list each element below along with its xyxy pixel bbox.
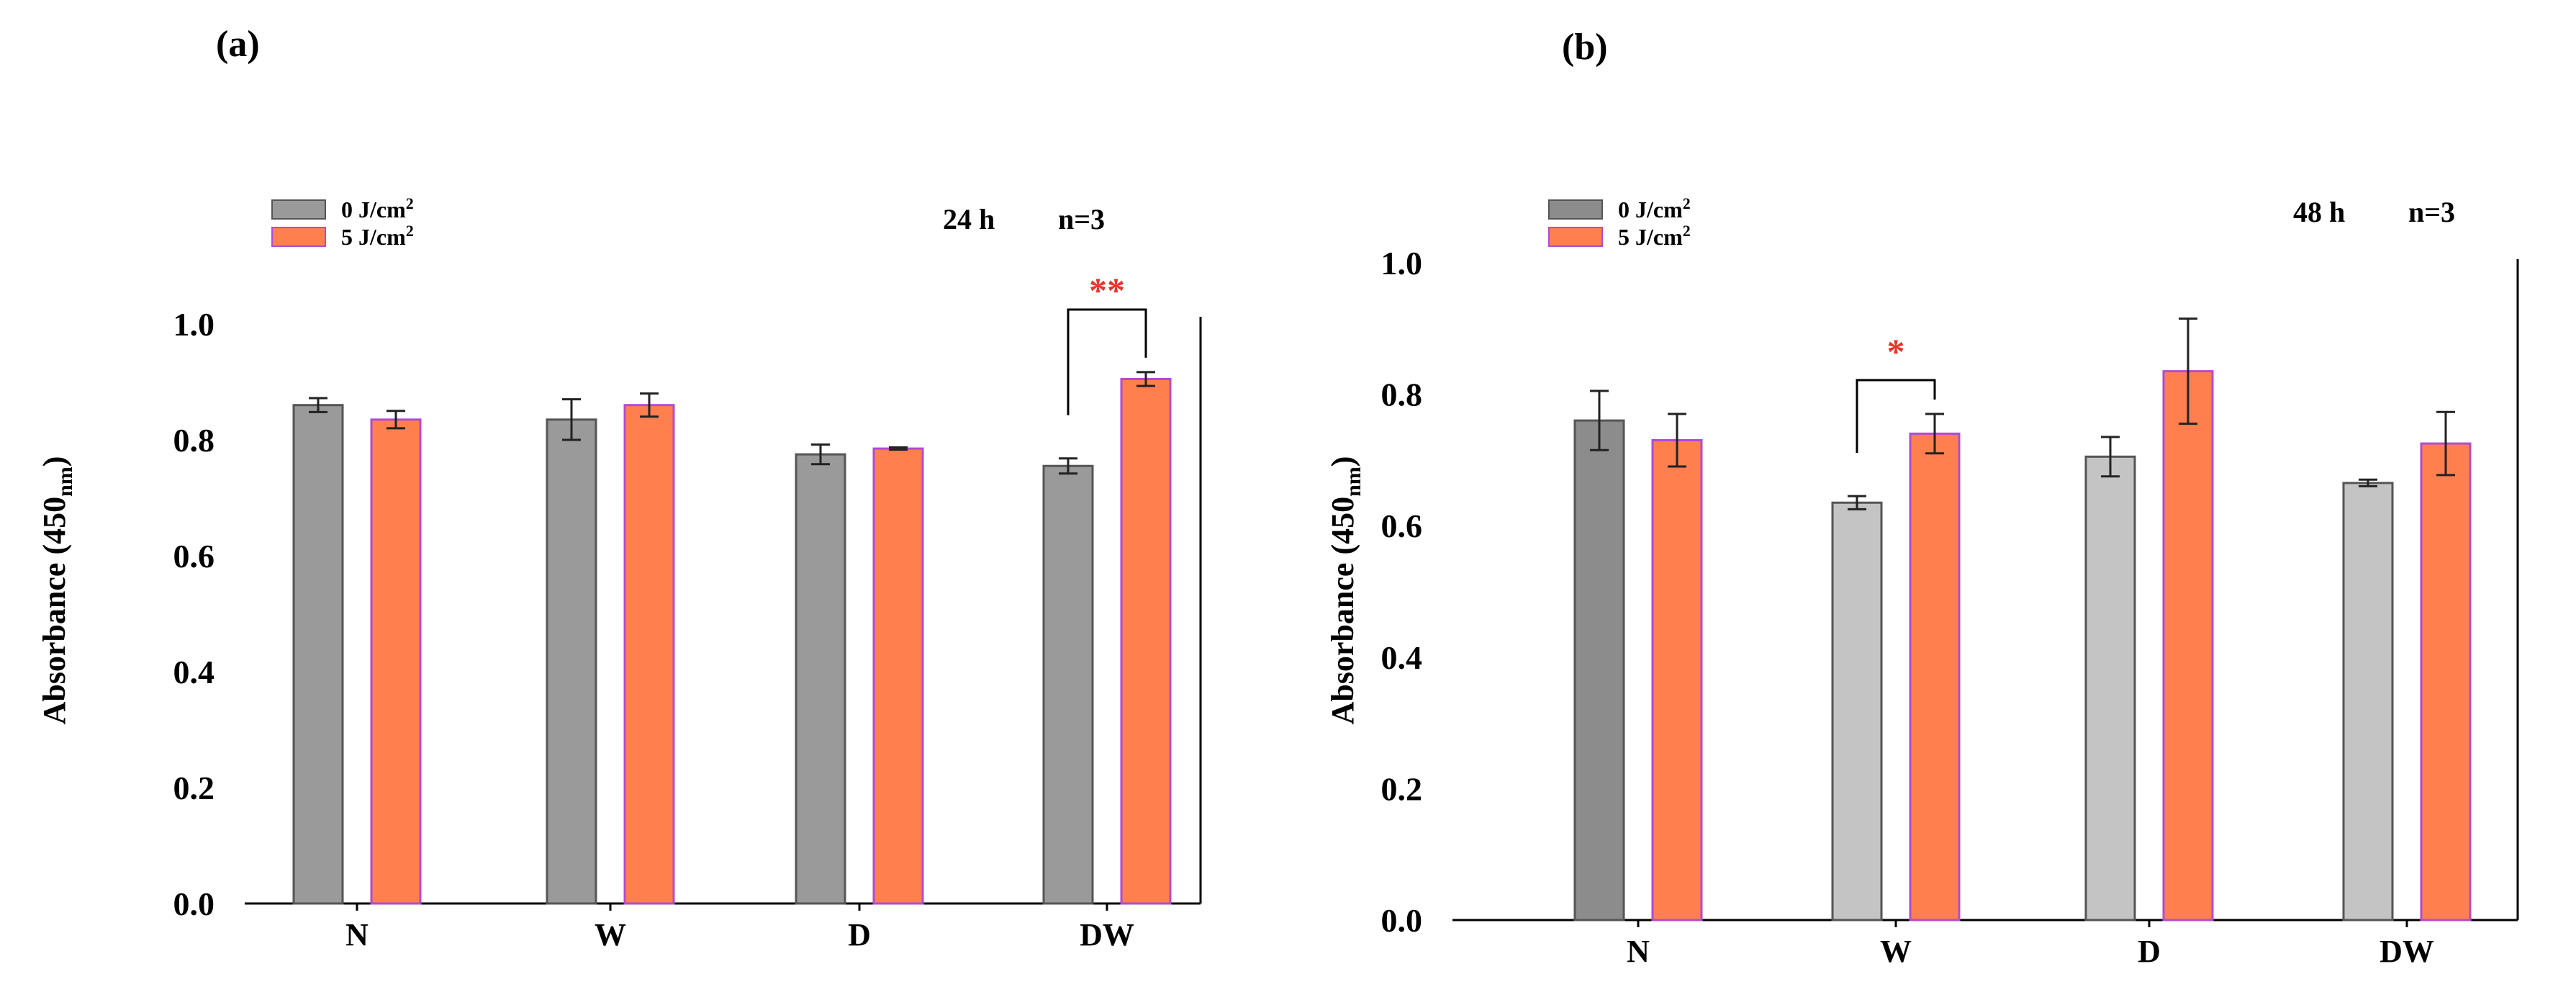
- x-tick-label: DW: [2380, 934, 2434, 969]
- bar-DW-5J: [2420, 442, 2472, 921]
- bar-W-0J: [546, 418, 597, 905]
- legend-label: 5 J/cm2: [341, 222, 414, 250]
- bar-DW-0J: [1042, 464, 1094, 905]
- bar-W-5J: [623, 404, 675, 905]
- y-tick-label: 0.2: [173, 770, 215, 806]
- legend-label: 5 J/cm2: [1618, 222, 1691, 250]
- bar-N-0J: [292, 404, 344, 905]
- bar-W-5J: [1909, 432, 1961, 921]
- bar-D-0J: [2084, 455, 2136, 921]
- bar-N-0J: [1573, 419, 1625, 921]
- panel-label: (a): [216, 24, 260, 65]
- x-tick-label: N: [345, 917, 369, 952]
- x-tick-label: N: [1627, 934, 1650, 969]
- y-axis-label-main: Absorbance (450: [37, 497, 72, 725]
- y-tick-label: 0.4: [1381, 639, 1423, 676]
- legend-label-text: 5 J/cm: [1618, 224, 1683, 250]
- bar-N-5J: [1651, 439, 1703, 921]
- y-axis-label-close: ): [1325, 456, 1360, 467]
- y-axis-label: Absorbance (450nm): [37, 456, 77, 725]
- legend-label-sup: 2: [406, 194, 414, 212]
- panel-label: (b): [1562, 27, 1608, 68]
- legend-swatch: [1548, 227, 1603, 247]
- y-axis-label-sub: nm: [1342, 467, 1365, 497]
- time-annotation: 24 h: [943, 203, 995, 235]
- chart-panel-a: (a) 0.0 0.2 0.4 0.6 0.8 1.0 Absorbance (450nm) N…: [37, 24, 1202, 952]
- legend-swatch: [271, 199, 326, 220]
- legend-swatch: [1548, 199, 1603, 220]
- x-tick-label: D: [848, 917, 871, 952]
- y-axis-label-main: Absorbance (450: [1325, 497, 1360, 725]
- bar-D-5J: [872, 447, 924, 905]
- y-tick-label: 0.4: [173, 654, 215, 690]
- bar-DW-0J: [2342, 482, 2394, 921]
- significance-bracket: [1067, 308, 1147, 415]
- time-annotation: 48 h: [2293, 196, 2345, 228]
- y-axis-label-close: ): [37, 456, 72, 467]
- y-tick-label: 0.6: [1381, 508, 1423, 544]
- n-annotation: n=3: [1058, 203, 1105, 235]
- legend-label-text: 0 J/cm: [341, 197, 406, 222]
- legend-label-sup: 2: [1683, 222, 1691, 240]
- y-tick-label: 0.8: [1381, 377, 1423, 413]
- y-tick-label: 0.0: [1381, 902, 1423, 939]
- x-tick-label: W: [1880, 934, 1912, 969]
- x-tick-label: D: [2138, 934, 2161, 969]
- bar-DW-5J: [1120, 377, 1172, 905]
- y-tick-label: 0.2: [1381, 770, 1423, 807]
- y-tick-label: 0.6: [173, 538, 215, 574]
- bar-N-5J: [370, 418, 422, 905]
- x-tick-label: DW: [1080, 917, 1134, 952]
- legend-label-text: 5 J/cm: [341, 224, 406, 250]
- significance-bracket: [1856, 379, 1936, 454]
- y-tick-label: 0.8: [173, 422, 215, 459]
- y-tick-label: 1.0: [1381, 245, 1423, 281]
- legend-label-sup: 2: [1683, 194, 1691, 212]
- y-tick-label: 0.0: [173, 885, 215, 922]
- legend-label: 0 J/cm2: [1618, 194, 1691, 222]
- significance-label: *: [1887, 331, 1905, 371]
- significance-label: **: [1089, 270, 1125, 310]
- n-annotation: n=3: [2408, 196, 2455, 228]
- legend-label: 0 J/cm2: [341, 194, 414, 222]
- y-tick-label: 1.0: [173, 306, 215, 343]
- x-tick-label: W: [595, 917, 626, 952]
- bar-D-5J: [2162, 370, 2214, 921]
- legend-swatch: [271, 227, 326, 247]
- chart-panel-b: (b) 0.0 0.2 0.4 0.6 0.8 1.0 Absorbance (450nm) N…: [1325, 27, 2519, 969]
- bar-D-0J: [795, 453, 846, 905]
- legend-label-text: 0 J/cm: [1618, 197, 1683, 222]
- y-axis-label-sub: nm: [53, 467, 77, 497]
- legend-label-sup: 2: [406, 222, 414, 240]
- bar-W-0J: [1831, 501, 1883, 921]
- y-axis-label: Absorbance (450nm): [1325, 456, 1365, 725]
